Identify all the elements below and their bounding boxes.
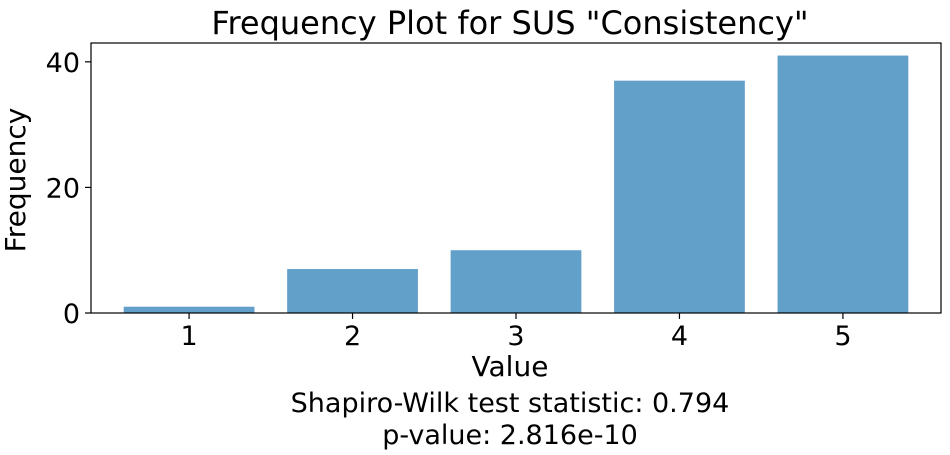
- bar-2: [287, 269, 418, 313]
- x-tick-label: 5: [834, 321, 851, 352]
- x-axis-label: Value: [472, 350, 549, 383]
- chart-title: Frequency Plot for SUS "Consistency": [211, 4, 808, 42]
- x-tick-label: 1: [180, 321, 197, 352]
- x-tick-label: 3: [507, 321, 524, 352]
- y-tick-label: 40: [46, 48, 80, 79]
- x-axis: 1 2 3 4 5: [180, 313, 852, 352]
- bar-3: [450, 250, 582, 313]
- x-tick-label: 4: [671, 321, 688, 352]
- y-tick-label: 20: [46, 173, 80, 204]
- x-tick-label: 2: [344, 321, 361, 352]
- bar-1: [123, 306, 255, 313]
- shapiro-wilk-statistic: Shapiro-Wilk test statistic: 0.794: [290, 388, 730, 419]
- y-axis-label: Frequency: [0, 108, 32, 253]
- bars-layer: [123, 55, 909, 314]
- y-axis: 0 20 40: [46, 48, 91, 330]
- y-tick-label: 0: [63, 299, 80, 330]
- bar-4: [614, 80, 745, 314]
- bar-5: [777, 55, 909, 314]
- p-value-text: p-value: 2.816e-10: [382, 420, 638, 451]
